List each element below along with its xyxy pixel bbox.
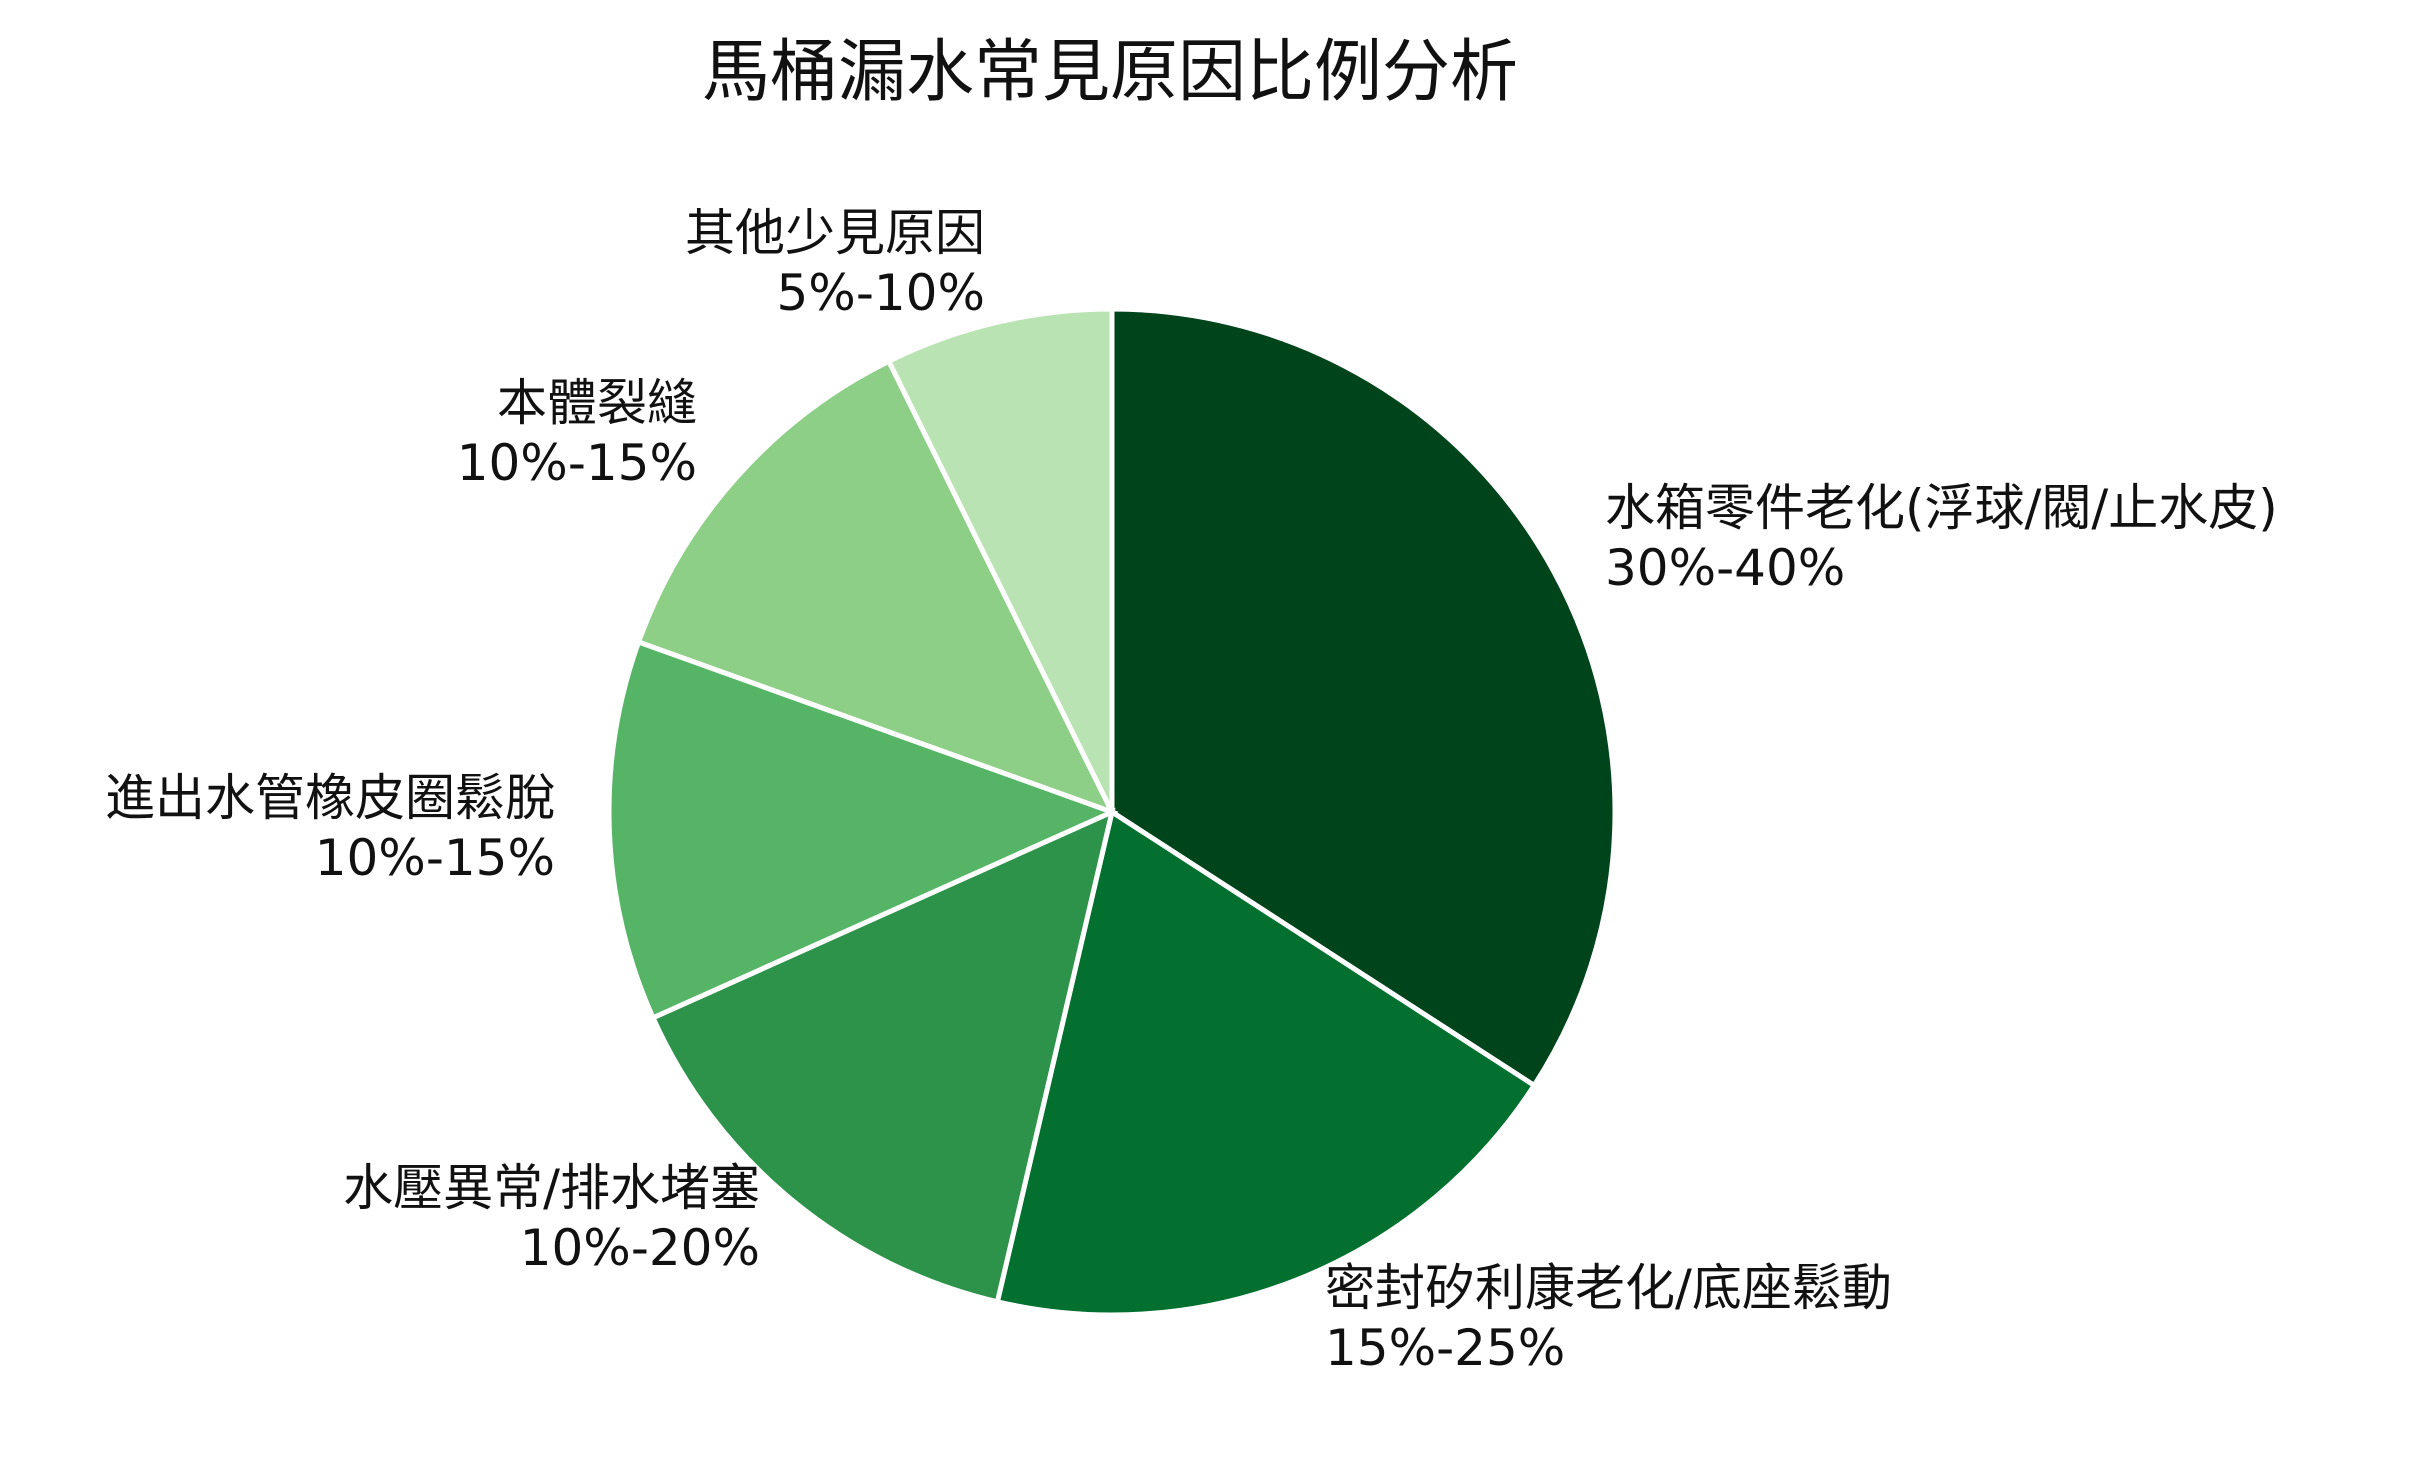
pie-slice — [994, 807, 1538, 1318]
pie-slices — [606, 306, 1618, 1318]
slice-label-name: 本體裂縫 — [497, 374, 697, 432]
slice-label-range: 30%-40% — [1605, 539, 1845, 597]
pie-slice — [606, 638, 1119, 1022]
slice-label-name: 進出水管橡皮圈鬆脫 — [105, 769, 555, 827]
pie-slice — [635, 357, 1117, 817]
slice-label-range: 10%-15% — [315, 829, 555, 887]
slice-label-range: 10%-15% — [457, 434, 697, 492]
slice-labels: 水箱零件老化(浮球/閥/止水皮)30%-40% 密封矽利康老化/底座鬆動15%-2… — [105, 204, 2278, 1377]
slice-label-name: 其他少見原因 — [685, 204, 985, 262]
chart-title: 馬桶漏水常見原因比例分析 — [702, 33, 1518, 112]
slice-label-range: 10%-20% — [520, 1219, 760, 1277]
slice-label-range: 5%-10% — [777, 264, 986, 322]
pie-slice — [649, 807, 1116, 1305]
slice-label-name: 密封矽利康老化/底座鬆動 — [1325, 1259, 1892, 1317]
slice-label-name: 水壓異常/排水堵塞 — [343, 1159, 760, 1217]
pie-slice — [885, 306, 1115, 814]
slice-label-name: 水箱零件老化(浮球/閥/止水皮) — [1605, 479, 2278, 537]
slice-label-range: 15%-25% — [1325, 1319, 1565, 1377]
